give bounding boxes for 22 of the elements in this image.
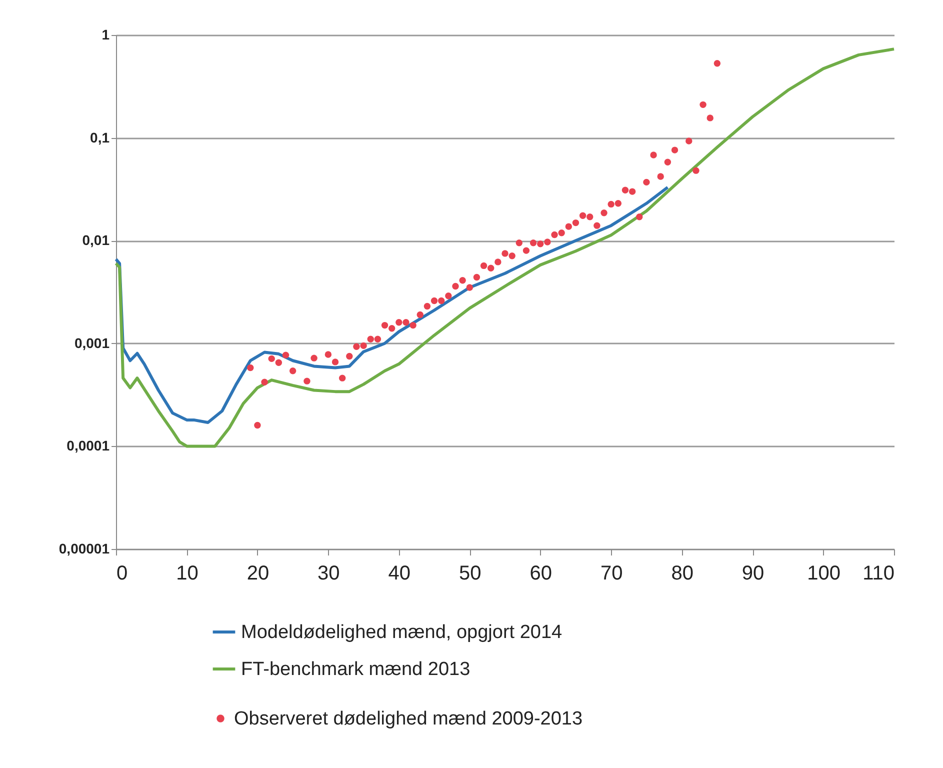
legend-label: Observeret dødelighed mænd 2009-2013	[234, 708, 583, 730]
legend-label: FT-benchmark mænd 2013	[241, 659, 470, 680]
x-tick-label: 60	[530, 562, 552, 584]
y-tick-label: 0,01	[82, 232, 110, 248]
x-tick-label: 0	[116, 562, 128, 584]
y-tick-label: 1	[102, 26, 110, 42]
x-tick-label: 80	[671, 562, 694, 584]
x-tick-label: 70	[600, 562, 623, 584]
x-tick-label: 50	[459, 562, 482, 584]
x-tick-label: 10	[176, 562, 198, 584]
x-tick-label: 20	[246, 562, 270, 584]
x-tick-label: 30	[318, 562, 340, 584]
y-tick-label: 0,00001	[58, 540, 110, 556]
legend-label: Modeldødelighed mænd, opgjort 2014	[241, 622, 563, 643]
x-tick-label: 40	[388, 562, 411, 584]
y-tick-label: 0,0001	[66, 438, 110, 454]
line-series	[114, 48, 896, 448]
x-tick-label: 100	[807, 562, 840, 584]
y-tick-label: 0,1	[90, 129, 110, 146]
x-tick-label: 90	[742, 562, 764, 584]
x-tick-label: 110	[862, 562, 894, 584]
y-tick-label: 0,001	[74, 334, 110, 351]
